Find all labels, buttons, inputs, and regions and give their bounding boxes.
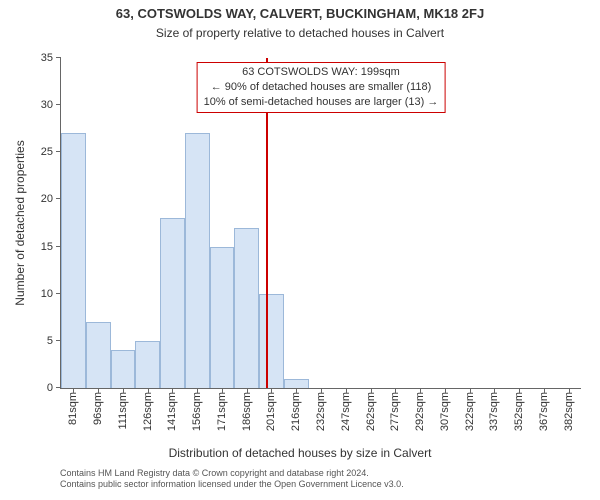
y-axis-label: Number of detached properties	[13, 58, 27, 388]
annotation-line3: 10% of semi-detached houses are larger (…	[204, 95, 439, 110]
y-tick-label: 0	[47, 382, 61, 394]
x-tick-label: 81sqm	[67, 388, 79, 425]
x-tick-label: 367sqm	[538, 388, 550, 431]
x-tick-mark	[148, 388, 149, 393]
x-tick-label: 292sqm	[414, 388, 426, 431]
histogram-bar	[234, 228, 259, 388]
x-tick-mark	[395, 388, 396, 393]
x-tick-label: 111sqm	[117, 388, 129, 430]
annotation-line2: ← 90% of detached houses are smaller (11…	[204, 80, 439, 95]
x-tick-label: 307sqm	[439, 388, 451, 431]
x-tick-mark	[172, 388, 173, 393]
x-tick-mark	[197, 388, 198, 393]
histogram-bar	[86, 322, 111, 388]
x-tick-mark	[445, 388, 446, 393]
histogram-bar	[210, 247, 235, 388]
x-tick-mark	[420, 388, 421, 393]
y-tick-label: 35	[41, 52, 61, 64]
histogram-bar	[111, 350, 136, 388]
chart-subtitle: Size of property relative to detached ho…	[0, 26, 600, 40]
histogram-bar	[160, 218, 185, 388]
histogram-bar	[284, 379, 309, 388]
x-tick-mark	[222, 388, 223, 393]
y-tick-label: 25	[41, 146, 61, 158]
x-tick-mark	[98, 388, 99, 393]
annotation-line1: 63 COTSWOLDS WAY: 199sqm	[204, 65, 439, 80]
x-axis-label: Distribution of detached houses by size …	[0, 446, 600, 460]
x-tick-label: 141sqm	[166, 388, 178, 431]
footer-attribution: Contains HM Land Registry data © Crown c…	[60, 468, 404, 491]
x-tick-label: 277sqm	[389, 388, 401, 431]
x-tick-mark	[494, 388, 495, 393]
x-tick-mark	[271, 388, 272, 393]
x-tick-mark	[371, 388, 372, 393]
x-tick-mark	[296, 388, 297, 393]
histogram-bar	[259, 294, 284, 388]
y-tick-label: 20	[41, 193, 61, 205]
plot-area: 0510152025303581sqm96sqm111sqm126sqm141s…	[60, 58, 581, 389]
histogram-bar	[135, 341, 160, 388]
x-tick-mark	[73, 388, 74, 393]
x-tick-label: 126sqm	[142, 388, 154, 431]
x-tick-mark	[321, 388, 322, 393]
x-tick-label: 382sqm	[563, 388, 575, 431]
x-tick-label: 247sqm	[340, 388, 352, 431]
x-tick-label: 186sqm	[241, 388, 253, 431]
x-tick-mark	[569, 388, 570, 393]
x-tick-mark	[470, 388, 471, 393]
x-tick-mark	[519, 388, 520, 393]
footer-line2: Contains public sector information licen…	[60, 479, 404, 490]
histogram-bar	[185, 133, 210, 388]
y-tick-label: 10	[41, 288, 61, 300]
y-tick-mark	[56, 57, 61, 58]
x-tick-label: 337sqm	[488, 388, 500, 431]
histogram-bar	[61, 133, 86, 388]
chart-title: 63, COTSWOLDS WAY, CALVERT, BUCKINGHAM, …	[0, 6, 600, 21]
x-tick-mark	[247, 388, 248, 393]
x-tick-mark	[123, 388, 124, 393]
x-tick-mark	[544, 388, 545, 393]
x-tick-label: 216sqm	[290, 388, 302, 431]
x-tick-label: 262sqm	[365, 388, 377, 431]
footer-line1: Contains HM Land Registry data © Crown c…	[60, 468, 404, 479]
x-tick-label: 352sqm	[513, 388, 525, 431]
x-tick-label: 156sqm	[191, 388, 203, 431]
y-tick-mark	[56, 104, 61, 105]
annotation-box: 63 COTSWOLDS WAY: 199sqm ← 90% of detach…	[197, 62, 446, 113]
x-tick-label: 232sqm	[315, 388, 327, 431]
chart-container: 63, COTSWOLDS WAY, CALVERT, BUCKINGHAM, …	[0, 0, 600, 500]
x-tick-label: 201sqm	[265, 388, 277, 431]
y-tick-label: 5	[47, 335, 61, 347]
x-tick-mark	[346, 388, 347, 393]
x-tick-label: 171sqm	[216, 388, 228, 431]
y-tick-label: 30	[41, 99, 61, 111]
x-tick-label: 96sqm	[92, 388, 104, 425]
x-tick-label: 322sqm	[464, 388, 476, 431]
y-tick-label: 15	[41, 241, 61, 253]
